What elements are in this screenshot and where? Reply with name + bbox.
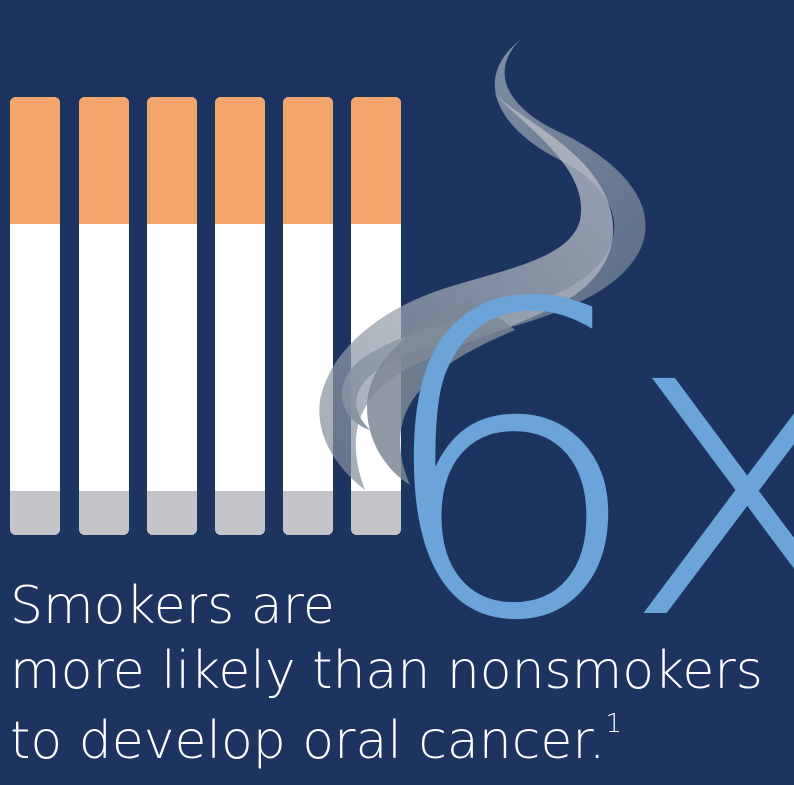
cigarette-icon: [147, 97, 197, 535]
cigarette-ash: [10, 491, 60, 535]
cigarette-icon: [215, 97, 265, 535]
caption-line-1: Smokers are: [10, 576, 335, 636]
cigarette-filter: [79, 97, 129, 224]
headline-number: 6x: [372, 215, 794, 715]
cigarette-filter: [10, 97, 60, 224]
cigarette-filter: [147, 97, 197, 224]
caption-line-2: more likely than nonsmokers: [10, 641, 763, 701]
cigarette-ash: [283, 491, 333, 535]
caption-line-3: to develop oral cancer.1: [10, 711, 622, 767]
cigarette-paper: [147, 224, 197, 488]
cigarette-icon: [283, 97, 333, 535]
cigarette-filter: [283, 97, 333, 224]
cigarette-icon: [79, 97, 129, 535]
cigarette-paper: [79, 224, 129, 488]
cigarette-paper: [283, 224, 333, 488]
cigarette-icon: [10, 97, 60, 535]
cigarette-filter: [215, 97, 265, 224]
cigarette-paper: [10, 224, 60, 488]
cigarette-ash: [79, 491, 129, 535]
cigarette-filter: [351, 97, 401, 224]
cigarette-ash: [351, 491, 401, 535]
cigarette-paper: [215, 224, 265, 488]
footnote-marker: 1: [605, 709, 623, 739]
cigarette-icon: [351, 97, 401, 535]
smoke-icon: [319, 40, 646, 490]
cigarette-ash: [147, 491, 197, 535]
caption-line-3-text: to develop oral cancer.: [10, 711, 606, 771]
cigarette-ash: [215, 491, 265, 535]
